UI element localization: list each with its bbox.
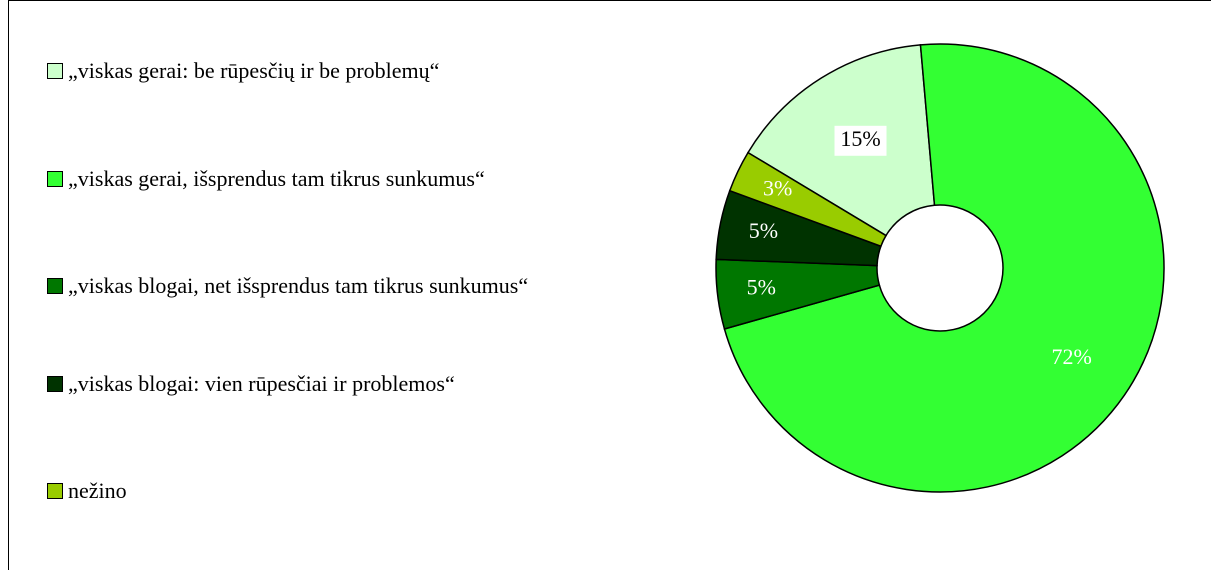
label-background: [834, 125, 887, 156]
donut-slice: [723, 43, 1165, 493]
legend-label: „viskas gerai: be rūpesčių ir be problem…: [68, 58, 440, 83]
legend-item: „viskas blogai, net išsprendus tam tikru…: [47, 272, 627, 299]
legend-item: „viskas gerai, išsprendus tam tikrus sun…: [47, 165, 627, 192]
legend-swatch: [47, 483, 63, 499]
legend-item: nežino: [47, 477, 627, 504]
legend-swatch: [47, 63, 63, 79]
legend-label: „viskas blogai, net išsprendus tam tikru…: [68, 273, 529, 298]
legend-label: „viskas gerai, išsprendus tam tikrus sun…: [68, 166, 485, 191]
data-label: 15%: [840, 126, 880, 151]
legend-swatch: [47, 278, 63, 294]
data-label: 3%: [763, 175, 792, 200]
chart-frame: [8, 0, 1211, 570]
legend-swatch: [47, 376, 63, 392]
donut-slice: [728, 151, 888, 248]
legend-item: „viskas blogai: vien rūpesčiai ir proble…: [47, 370, 627, 397]
legend-item: „viskas gerai: be rūpesčių ir be problem…: [47, 57, 627, 84]
legend-label: nežino: [68, 478, 127, 503]
data-label: 5%: [749, 218, 778, 243]
legend-label: „viskas blogai: vien rūpesčiai ir proble…: [68, 371, 455, 396]
data-label: 72%: [1052, 344, 1092, 369]
legend-swatch: [47, 171, 63, 187]
data-label: 5%: [747, 274, 776, 299]
